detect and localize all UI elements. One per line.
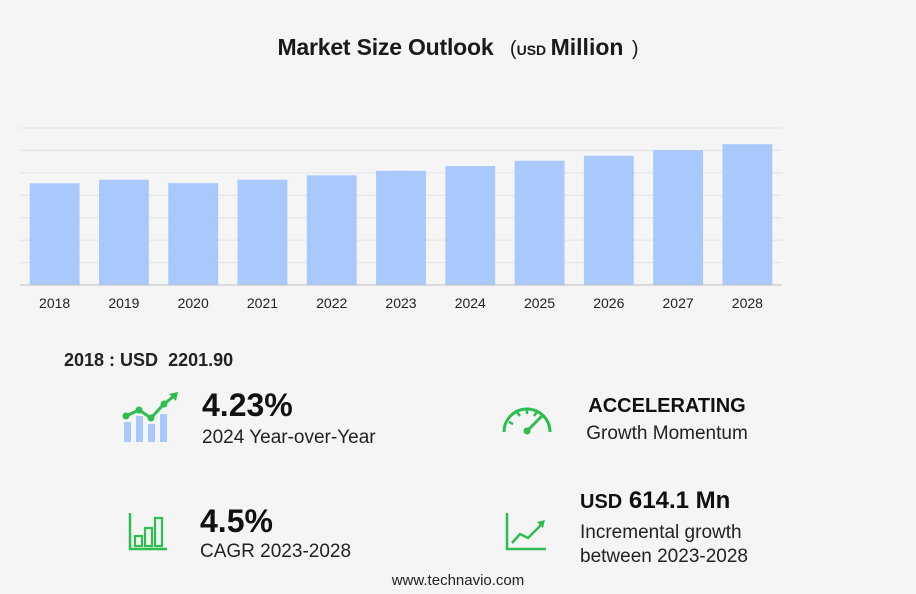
momentum-head: ACCELERATING <box>588 395 746 417</box>
cagr-value: 4.5% <box>200 503 273 539</box>
bar-2018 <box>29 183 80 285</box>
bar-2020 <box>168 183 219 285</box>
unit-close-paren: ) <box>631 38 639 60</box>
bar-chart-icon <box>128 513 167 551</box>
bar-2025 <box>514 160 565 285</box>
bar-2023 <box>376 170 426 285</box>
chart-title: Market Size Outlook <box>277 34 494 60</box>
momentum-stat: ACCELERATING Growth Momentum <box>567 395 767 446</box>
bar-2028 <box>722 144 773 285</box>
incremental-caption-2: between 2023-2028 <box>580 546 748 567</box>
yoy-caption: 2024 Year-over-Year <box>202 427 376 448</box>
bar-2022 <box>306 175 357 285</box>
unit-open-paren: ( <box>509 38 517 60</box>
base-year-value: 2018 : USD 2201.90 <box>64 350 233 371</box>
incremental-head: USD 614.1 Mn <box>580 487 748 515</box>
chart-bars <box>29 144 773 285</box>
tick-label-2024: 2024 <box>455 295 486 311</box>
bar-2021 <box>237 179 288 285</box>
tick-label-2020: 2020 <box>178 295 209 311</box>
tick-label-2022: 2022 <box>316 295 347 311</box>
tick-label-2026: 2026 <box>593 295 624 311</box>
unit-currency: USD <box>516 42 547 58</box>
incremental-stat: USD 614.1 Mn Incremental growth between … <box>580 487 748 569</box>
cagr-caption: CAGR 2023-2028 <box>200 541 352 562</box>
yoy-value: 4.23% <box>202 387 293 423</box>
chart-title-row: Market Size Outlook (USD Million ) <box>0 34 916 61</box>
momentum-caption: Growth Momentum <box>586 423 748 444</box>
speedometer-icon <box>502 407 552 435</box>
footer-source: www.technavio.com <box>391 572 525 589</box>
yoy-stat: 4.23% 2024 Year-over-Year <box>202 387 376 450</box>
tick-label-2019: 2019 <box>108 295 139 311</box>
base-year-label: 2018 : USD <box>64 350 159 370</box>
tick-label-2027: 2027 <box>663 295 694 311</box>
tick-label-2025: 2025 <box>524 295 555 311</box>
unit-scale: Million <box>550 34 624 60</box>
tick-label-2028: 2028 <box>732 295 763 311</box>
base-year-amount: 2201.90 <box>168 350 234 370</box>
bar-2027 <box>653 150 704 285</box>
bar-2019 <box>98 179 149 285</box>
cagr-stat: 4.5% CAGR 2023-2028 <box>200 503 351 564</box>
bar-chart: 2018 2019 2020 2021 2022 2023 2024 2025 2026 2027… <box>20 127 782 311</box>
tick-label-2021: 2021 <box>247 295 278 311</box>
x-tick-labels: 2018 2019 2020 2021 2022 2023 2024 2025 2026 2027… <box>39 295 763 311</box>
tick-label-2023: 2023 <box>385 295 416 311</box>
bar-trend-icon <box>122 392 178 442</box>
line-trend-icon <box>505 513 546 551</box>
incremental-unit: USD <box>580 491 623 513</box>
bar-2026 <box>583 155 634 285</box>
incremental-caption-1: Incremental growth <box>580 522 742 543</box>
bar-2024 <box>445 165 496 285</box>
incremental-value: 614.1 Mn <box>628 487 731 514</box>
tick-label-2018: 2018 <box>39 295 70 311</box>
